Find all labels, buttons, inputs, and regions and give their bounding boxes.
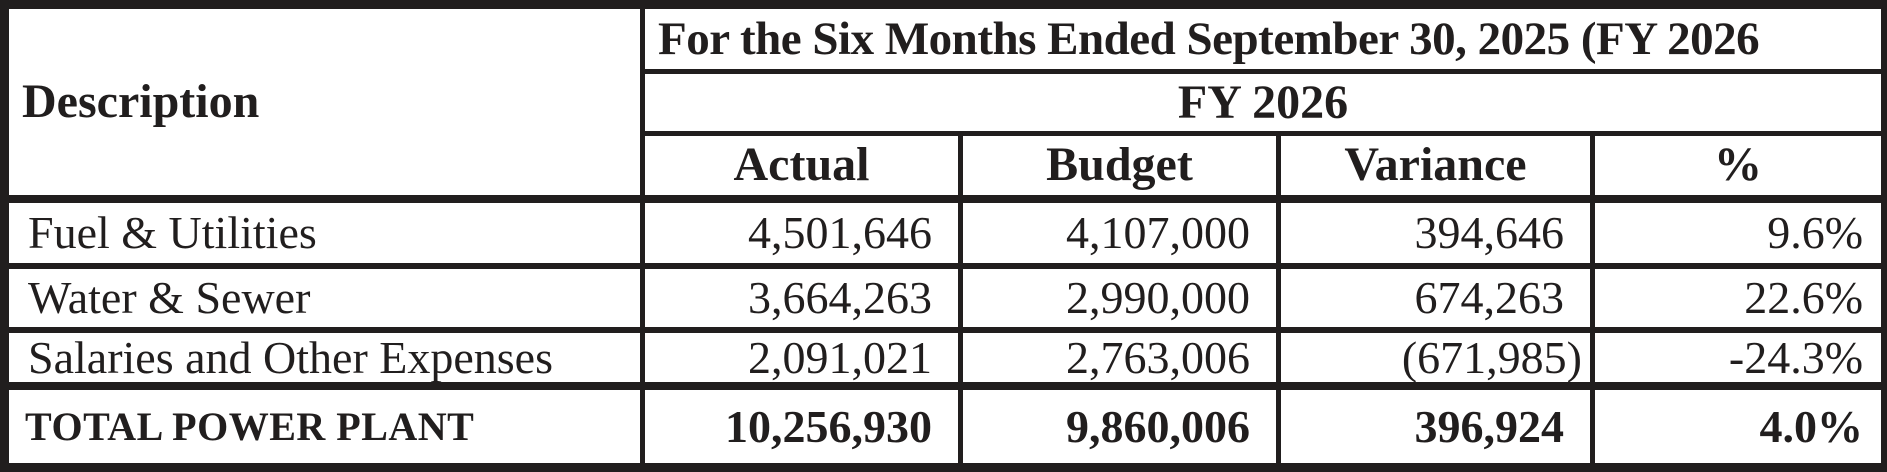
period-header-row: Description For the Six Months Ended Sep… bbox=[2, 1, 1887, 202]
cell-percent: 9.6% bbox=[1589, 194, 1887, 270]
cell-percent: -24.3% bbox=[1589, 327, 1887, 390]
total-cell-actual: 10,256,930 bbox=[640, 382, 963, 471]
column-header-row: Actual Budget Variance % bbox=[5, 130, 1887, 202]
cell-variance: 394,646 bbox=[1276, 194, 1595, 270]
cell-variance: (671,985) bbox=[1276, 327, 1595, 390]
period-title: For the Six Months Ended September 30, 2… bbox=[639, 1, 1887, 75]
total-row-label: TOTAL POWER PLANT bbox=[2, 382, 645, 471]
cell-budget: 4,107,000 bbox=[958, 194, 1281, 270]
column-header-percent: % bbox=[1589, 130, 1887, 202]
description-column-header: Description bbox=[2, 1, 645, 202]
cell-budget: 2,990,000 bbox=[958, 262, 1281, 334]
column-header-variance: Variance bbox=[1276, 130, 1595, 202]
table-row-salaries-other-expenses: Salaries and Other Expenses 2,091,021 2,… bbox=[2, 327, 1887, 390]
cell-actual: 3,664,263 bbox=[640, 262, 963, 334]
total-cell-variance: 396,924 bbox=[1276, 382, 1595, 471]
table-row-fuel-utilities: Fuel & Utilities 4,501,646 4,107,000 394… bbox=[2, 194, 1887, 270]
row-description: Salaries and Other Expenses bbox=[2, 327, 645, 390]
cell-actual: 2,091,021 bbox=[640, 327, 963, 390]
total-cell-percent: 4.0% bbox=[1589, 382, 1887, 471]
column-header-actual: Actual bbox=[640, 130, 963, 202]
column-header-budget: Budget bbox=[958, 130, 1281, 202]
fiscal-year-row: FY 2026 bbox=[5, 69, 1887, 136]
cell-percent: 22.6% bbox=[1589, 262, 1887, 334]
cell-variance: 674,263 bbox=[1276, 262, 1595, 334]
row-description: Water & Sewer bbox=[2, 262, 645, 334]
total-cell-budget: 9,860,006 bbox=[958, 382, 1281, 471]
table-row-water-sewer: Water & Sewer 3,664,263 2,990,000 674,26… bbox=[2, 262, 1887, 334]
row-description: Fuel & Utilities bbox=[2, 194, 645, 270]
cell-actual: 4,501,646 bbox=[640, 194, 963, 270]
table-row-total-power-plant: TOTAL POWER PLANT 10,256,930 9,860,006 3… bbox=[2, 382, 1887, 471]
cell-budget: 2,763,006 bbox=[958, 327, 1281, 390]
fiscal-year-header: FY 2026 bbox=[639, 69, 1887, 136]
